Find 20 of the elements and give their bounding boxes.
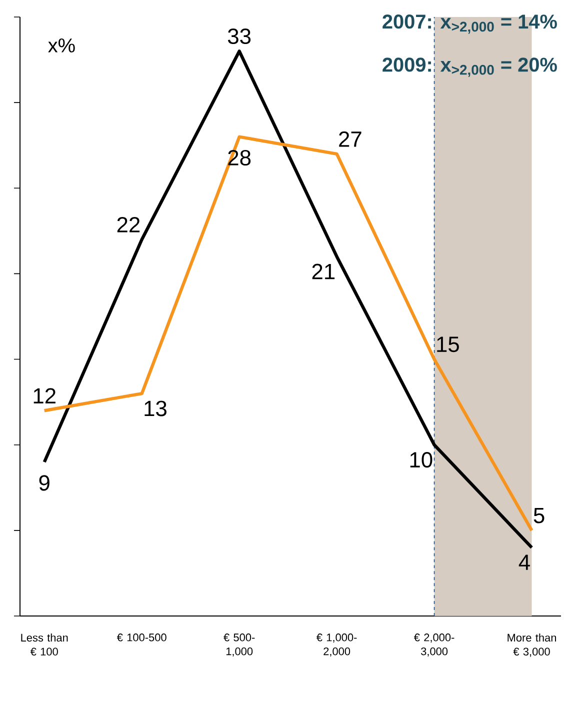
data-label: 27 (339, 131, 362, 147)
data-label: 21 (312, 264, 335, 280)
data-label: 4 (518, 554, 530, 570)
annotation: 2009: x$_{>2,000}$ = 20% (382, 58, 557, 77)
x-tick-label: More than € 3,000 (508, 634, 556, 657)
y-axis-title: x% (48, 38, 75, 52)
data-label: 33 (228, 28, 251, 44)
data-label: 12 (34, 388, 56, 404)
data-label: 5 (534, 508, 544, 524)
x-tick-label: € 1,000-2,000 (316, 634, 357, 657)
data-label: 22 (117, 216, 140, 232)
annotation: 2007: x$_{>2,000}$ = 14% (382, 14, 557, 34)
x-tick-label: € 100-500 (116, 634, 166, 642)
x-tick-label: € 2,000-3,000 (414, 634, 454, 657)
data-label: 9 (39, 475, 50, 491)
data-label: 15 (437, 336, 459, 352)
data-label: 10 (410, 452, 432, 468)
data-label: 13 (144, 400, 166, 416)
x-tick-label: € 500-1,000 (224, 634, 255, 657)
x-tick-label: Less than € 100 (21, 634, 68, 656)
